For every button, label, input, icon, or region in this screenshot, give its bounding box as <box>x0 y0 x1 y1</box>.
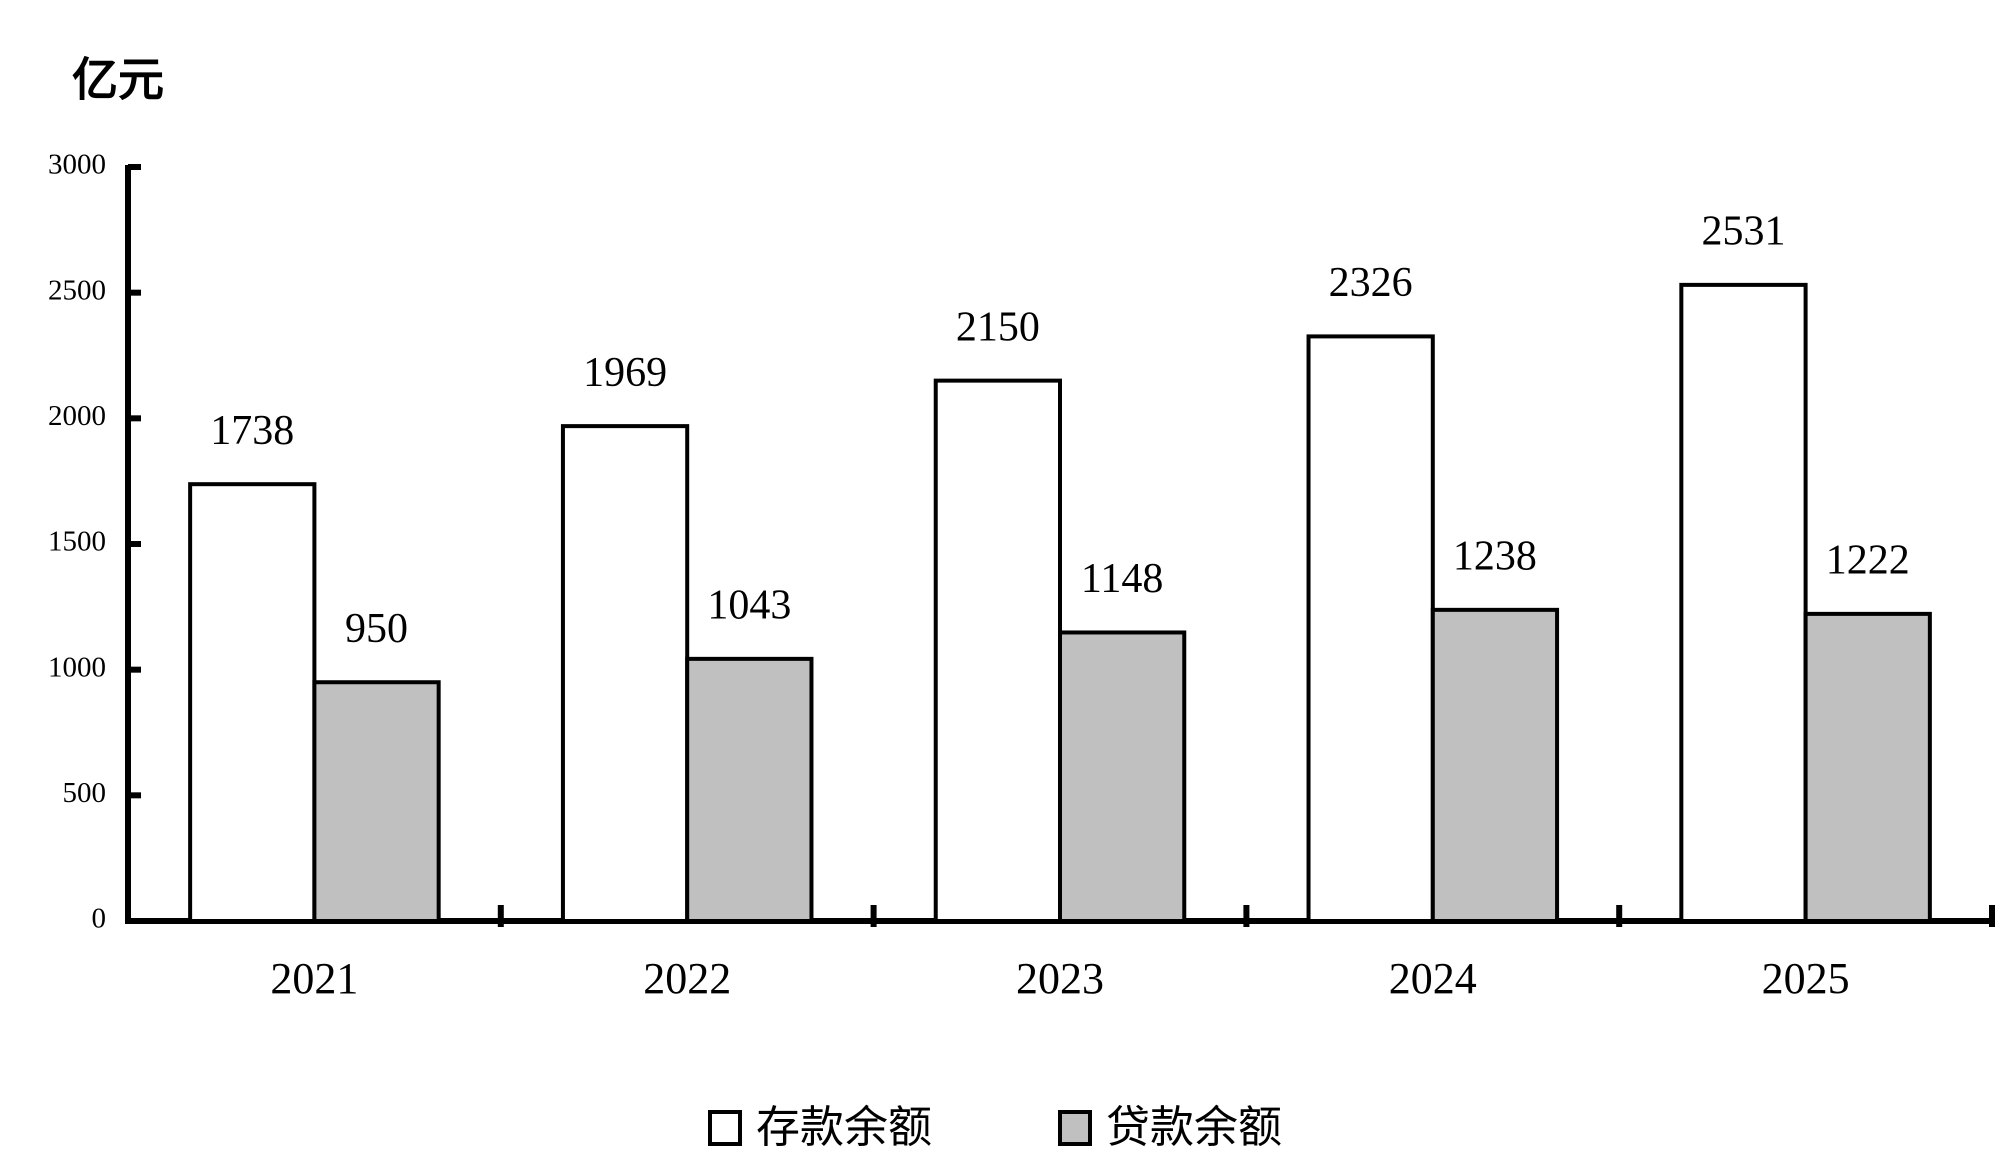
bar <box>1803 611 1932 923</box>
y-tick-label: 1000 <box>48 651 106 683</box>
x-tick-label: 2025 <box>1762 954 1850 1003</box>
value-label: 2531 <box>1701 209 1785 255</box>
bar <box>1430 607 1560 923</box>
y-tick-label: 500 <box>63 777 107 809</box>
value-label: 1043 <box>707 582 791 628</box>
bar <box>188 482 317 923</box>
value-label: 2150 <box>956 304 1040 350</box>
bar <box>685 656 814 923</box>
bar <box>1306 334 1435 923</box>
bar <box>1679 282 1808 924</box>
legend-label: 存款余额 <box>756 1102 932 1153</box>
value-label: 1738 <box>210 408 294 454</box>
value-label: 1969 <box>583 350 667 396</box>
value-label: 1222 <box>1826 538 1910 584</box>
legend-label: 贷款余额 <box>1106 1102 1282 1153</box>
x-tick-label: 2023 <box>1016 954 1104 1003</box>
bar <box>1058 630 1187 924</box>
y-tick-label: 2000 <box>48 400 106 432</box>
legend-swatch <box>708 1110 742 1146</box>
y-tick-label: 3000 <box>48 149 106 181</box>
bar <box>933 378 1063 923</box>
y-tick-label: 1500 <box>48 526 106 558</box>
value-label: 1238 <box>1453 533 1537 579</box>
y-tick-label: 2500 <box>48 274 106 306</box>
legend-swatch <box>1058 1110 1092 1146</box>
y-tick-label: 0 <box>92 903 107 935</box>
x-tick-label: 2022 <box>643 954 731 1003</box>
bar <box>312 680 441 923</box>
x-tick-label: 2024 <box>1389 954 1477 1003</box>
value-label: 1148 <box>1081 556 1163 602</box>
value-label: 2326 <box>1329 260 1413 306</box>
value-label: 950 <box>345 606 408 652</box>
y-axis-unit: 亿元 <box>72 53 164 107</box>
bar <box>560 424 690 923</box>
x-tick-label: 2021 <box>270 954 358 1003</box>
